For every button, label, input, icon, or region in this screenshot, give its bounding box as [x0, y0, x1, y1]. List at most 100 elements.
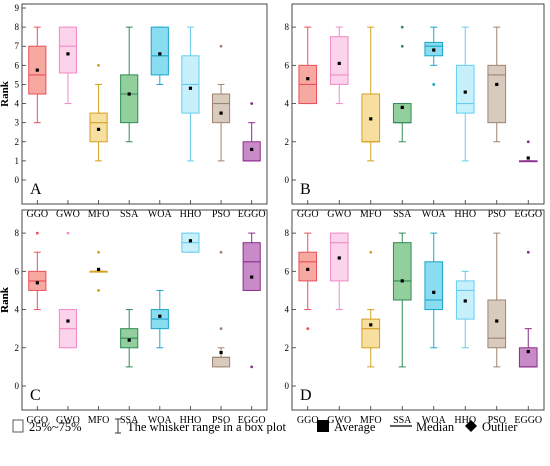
mean-marker: [400, 279, 404, 283]
category-label-hho: HHO: [180, 209, 202, 220]
box-iqr: [211, 93, 231, 124]
box-iqr: [150, 26, 169, 76]
category-label-ggo: GGO: [297, 415, 319, 426]
mean-marker: [400, 105, 404, 109]
category-label-eggo: EGGO: [514, 209, 542, 220]
y-tick-label: 0: [15, 381, 20, 391]
box-iqr: [455, 64, 475, 114]
category-label-gwo: GWO: [56, 209, 80, 220]
outlier-point: [400, 44, 404, 48]
category-label-mfo: MFO: [88, 415, 110, 426]
category-label-mfo: MFO: [88, 209, 110, 220]
box-hho: [455, 26, 475, 162]
category-label-woa: WOA: [148, 415, 173, 426]
mean-marker: [306, 267, 310, 272]
outlier-point: [219, 327, 223, 331]
category-label-ssa: SSA: [120, 415, 139, 426]
chart-panel-b: 0 2 4 6 8 GGO GWO MFO SSA WOA HHO PSO EGGO B: [285, 3, 545, 220]
category-label-gwo: GWO: [327, 209, 351, 220]
mean-marker: [306, 77, 310, 81]
mean-marker: [158, 52, 162, 56]
chart-panel-a: 0 1 2 3 4 5 6 7 8 9 Rank GGO GWO MFO SSA WOA HHO PSO EGGO A: [0, 3, 268, 220]
legend-outlier-diamond: [465, 420, 477, 432]
y-tick-label: 6: [15, 266, 20, 276]
y-tick-label: 4: [285, 99, 290, 109]
y-tick-label: 0: [15, 175, 20, 185]
box-eggo: [242, 232, 261, 369]
box-iqr: [329, 36, 349, 85]
mean-marker: [158, 314, 162, 318]
mean-marker: [66, 52, 70, 56]
mean-marker: [35, 281, 39, 285]
outlier-point: [66, 231, 70, 235]
category-label-eggo: EGGO: [514, 415, 542, 426]
mean-marker: [432, 48, 436, 52]
y-tick-label: 2: [285, 137, 290, 147]
category-label-gwo: GWO: [327, 415, 351, 426]
box-iqr: [242, 141, 261, 162]
mean-marker: [127, 338, 131, 342]
box-iqr: [424, 261, 444, 311]
box-woa: [424, 232, 444, 349]
box-eggo: [518, 250, 538, 368]
mean-marker: [495, 319, 499, 323]
mean-marker: [219, 350, 223, 355]
y-tick-label: 8: [15, 22, 20, 32]
box-pso: [211, 44, 231, 162]
y-tick-label: 0: [285, 175, 290, 185]
category-label-hho: HHO: [454, 415, 476, 426]
legend-average-label: Average: [334, 420, 376, 434]
mean-marker: [127, 92, 131, 96]
mean-marker: [188, 239, 193, 243]
y-tick-label: 8: [285, 22, 290, 32]
y-tick-label: 3: [15, 118, 20, 128]
y-axis-label: Rank: [0, 80, 11, 107]
box-iqr: [211, 356, 231, 368]
legend-box-label: 25%~75%: [29, 420, 82, 434]
box-iqr: [242, 242, 261, 291]
box-ssa: [392, 25, 412, 143]
legend: 25%~75% The whisker range in a box plot …: [12, 418, 518, 434]
y-tick-label: 2: [15, 137, 20, 147]
category-label-pso: PSO: [488, 415, 506, 426]
box-eggo: [518, 140, 538, 163]
category-label-ggo: GGO: [297, 209, 319, 220]
legend-outlier-label: Outlier: [482, 420, 518, 434]
panel-frame: [291, 3, 545, 205]
category-label-mfo: MFO: [360, 415, 382, 426]
y-tick-label: 4: [15, 99, 20, 109]
box-woa: [424, 26, 444, 86]
category-label-eggo: EGGO: [238, 209, 266, 220]
category-label-ssa: SSA: [393, 209, 412, 220]
y-tick-label: 9: [15, 3, 20, 13]
y-tick-label: 6: [285, 266, 290, 276]
category-label-ggo: GGO: [26, 209, 48, 220]
panel-label: D: [300, 387, 312, 404]
outlier-point: [400, 25, 404, 29]
mean-marker: [337, 61, 341, 66]
category-label-woa: WOA: [148, 209, 173, 220]
category-label-ssa: SSA: [393, 415, 412, 426]
category-label-hho: HHO: [454, 209, 476, 220]
chart-panel-c: 0 2 4 6 8 Rank GGO GWO MFO SSA WOA HHO PSO EGGO C: [0, 209, 268, 426]
mean-marker: [463, 90, 467, 94]
y-tick-label: 2: [15, 343, 20, 353]
category-label-pso: PSO: [212, 415, 230, 426]
category-label-gwo: GWO: [56, 415, 80, 426]
mean-marker: [526, 156, 530, 160]
box-mfo: [89, 250, 108, 292]
mean-marker: [188, 86, 193, 90]
mean-marker: [526, 350, 530, 354]
box-iqr: [120, 74, 139, 124]
box-ggo: [298, 26, 318, 105]
box-gwo: [58, 231, 78, 349]
category-label-eggo: EGGO: [238, 415, 266, 426]
panel-label: B: [300, 181, 311, 198]
box-mfo: [361, 250, 381, 368]
mean-marker: [495, 82, 499, 87]
outlier-point: [35, 231, 39, 235]
y-tick-label: 8: [285, 228, 290, 238]
box-pso: [487, 232, 507, 368]
outlier-point: [250, 102, 254, 105]
panel-label: C: [30, 387, 41, 404]
